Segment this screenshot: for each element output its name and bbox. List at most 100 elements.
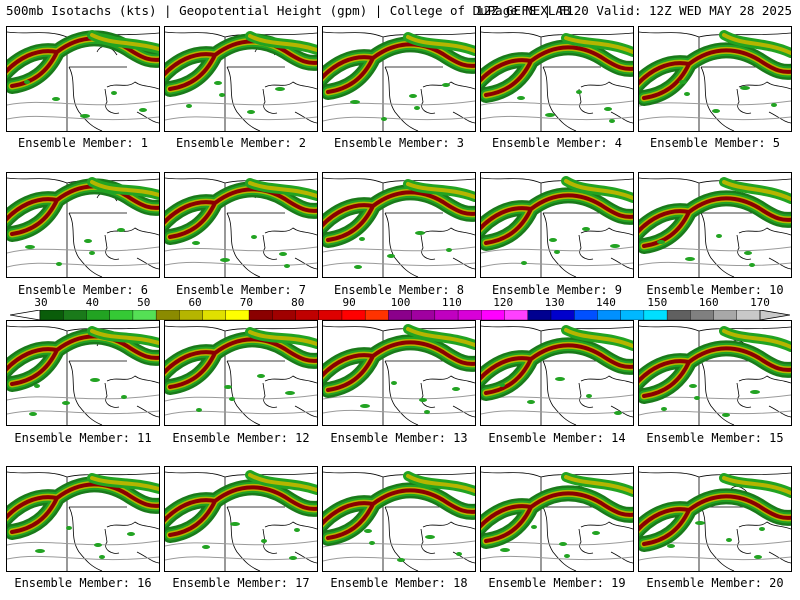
colorbar-right-arrow (759, 310, 790, 320)
colorbar-left-arrow (10, 310, 41, 320)
ensemble-member-caption: Ensemble Member: 13 (330, 431, 468, 445)
map-title: 500mb Isotachs (kts) | Geopotential Heig… (0, 0, 800, 22)
colorbar-segment (457, 310, 482, 320)
ensemble-map-panel (322, 320, 476, 426)
ensemble-map (481, 31, 633, 131)
ensemble-map (323, 177, 475, 277)
ensemble-map-panel (322, 172, 476, 278)
ensemble-member-caption: Ensemble Member: 9 (491, 283, 623, 297)
colorbar-segment (341, 310, 366, 320)
ensemble-map (481, 176, 633, 277)
ensemble-map-panel (638, 466, 792, 572)
ensemble-member-caption: Ensemble Member: 19 (488, 576, 626, 590)
ensemble-map (7, 471, 159, 571)
colorbar-segment (481, 310, 506, 320)
colorbar-tick-label: 70 (239, 296, 254, 309)
colorbar-segment (63, 310, 87, 320)
ensemble-map-panel (164, 26, 318, 132)
ensemble-map (7, 177, 159, 277)
title-right: 12Z GEFS | F120 Valid: 12Z WED MAY 28 20… (475, 3, 792, 18)
colorbar-tick-label: 170 (750, 296, 770, 309)
colorbar-segment (643, 310, 668, 320)
colorbar-tick-label: 110 (441, 296, 462, 309)
colorbar (10, 310, 790, 320)
colorbar-segment (86, 310, 111, 320)
ensemble-map-panel (480, 172, 634, 278)
ensemble-map (165, 325, 317, 425)
ensemble-map-panel (6, 172, 160, 278)
title-left: 500mb Isotachs (kts) | Geopotential Heig… (6, 3, 571, 18)
ensemble-member-caption: Ensemble Member: 12 (172, 431, 310, 445)
ensemble-map-panel (6, 466, 160, 572)
ensemble-member-caption: Ensemble Member: 4 (491, 136, 623, 150)
ensemble-member-caption: Ensemble Member: 8 (333, 283, 465, 297)
colorbar-tick-label: 40 (85, 296, 99, 309)
ensemble-member-caption: Ensemble Member: 10 (646, 283, 784, 297)
ensemble-member-caption: Ensemble Member: 11 (14, 431, 152, 445)
ensemble-member-caption: Ensemble Member: 1 (17, 136, 149, 150)
ensemble-map (639, 325, 791, 425)
ensemble-member-caption: Ensemble Member: 16 (14, 576, 152, 590)
ensemble-map-panel (164, 320, 318, 426)
ensemble-member-caption: Ensemble Member: 17 (172, 576, 310, 590)
colorbar-tick-label: 140 (595, 296, 616, 309)
colorbar-tick-label: 30 (34, 296, 48, 309)
colorbar-segment (434, 310, 459, 320)
colorbar-tick-label: 100 (390, 296, 411, 309)
colorbar-segment (179, 310, 204, 320)
ensemble-map (481, 471, 633, 571)
ensemble-map-panel (638, 320, 792, 426)
colorbar-tick-label: 80 (291, 296, 305, 309)
ensemble-map-panel (638, 172, 792, 278)
ensemble-map (323, 31, 475, 131)
ensemble-map (7, 325, 159, 425)
colorbar-segment (272, 310, 296, 320)
colorbar-segment (318, 310, 343, 320)
ensemble-map-panel (164, 172, 318, 278)
colorbar-tick-label: 120 (493, 296, 514, 309)
ensemble-map (639, 471, 791, 571)
colorbar-segment (248, 310, 273, 320)
colorbar-segment (411, 310, 436, 320)
colorbar-segment (713, 310, 738, 320)
colorbar-segment (527, 310, 552, 320)
ensemble-map (481, 325, 633, 425)
colorbar-segment (690, 310, 715, 320)
ensemble-map-panel (480, 320, 634, 426)
ensemble-member-caption: Ensemble Member: 18 (330, 576, 468, 590)
ensemble-member-caption: Ensemble Member: 3 (333, 136, 465, 150)
colorbar-segment (620, 310, 645, 320)
colorbar-tick-label: 50 (137, 296, 151, 309)
ensemble-map-panel (6, 26, 160, 132)
colorbar-segment (39, 310, 64, 320)
ensemble-member-caption: Ensemble Member: 7 (175, 283, 307, 297)
ensemble-map-panel (322, 466, 476, 572)
colorbar-segment (364, 310, 389, 320)
colorbar-segment (597, 310, 622, 320)
colorbar-tick-label: 90 (342, 296, 356, 309)
ensemble-map-panel (164, 466, 318, 572)
colorbar-tick-label: 160 (698, 296, 719, 309)
ensemble-member-caption: Ensemble Member: 5 (649, 136, 781, 150)
ensemble-member-caption: Ensemble Member: 14 (488, 431, 626, 445)
ensemble-member-caption: Ensemble Member: 6 (17, 283, 149, 297)
ensemble-map (323, 471, 475, 571)
ensemble-map (639, 177, 791, 277)
ensemble-map (323, 324, 475, 425)
colorbar-segment (504, 310, 529, 320)
colorbar-segment (550, 310, 575, 320)
ensemble-map-panel (638, 26, 792, 132)
colorbar-segment (109, 310, 134, 320)
colorbar-segment (132, 310, 157, 320)
ensemble-map (165, 177, 317, 277)
colorbar-tick-label: 130 (544, 296, 565, 309)
ensemble-map (7, 30, 159, 131)
colorbar-segment (202, 310, 227, 320)
ensemble-map-panel (6, 320, 160, 426)
ensemble-member-caption: Ensemble Member: 2 (175, 136, 307, 150)
ensemble-member-caption: Ensemble Member: 15 (646, 431, 784, 445)
ensemble-map-panel (322, 26, 476, 132)
colorbar-segment (295, 310, 320, 320)
colorbar-segment (573, 310, 598, 320)
ensemble-map-panel (480, 466, 634, 572)
